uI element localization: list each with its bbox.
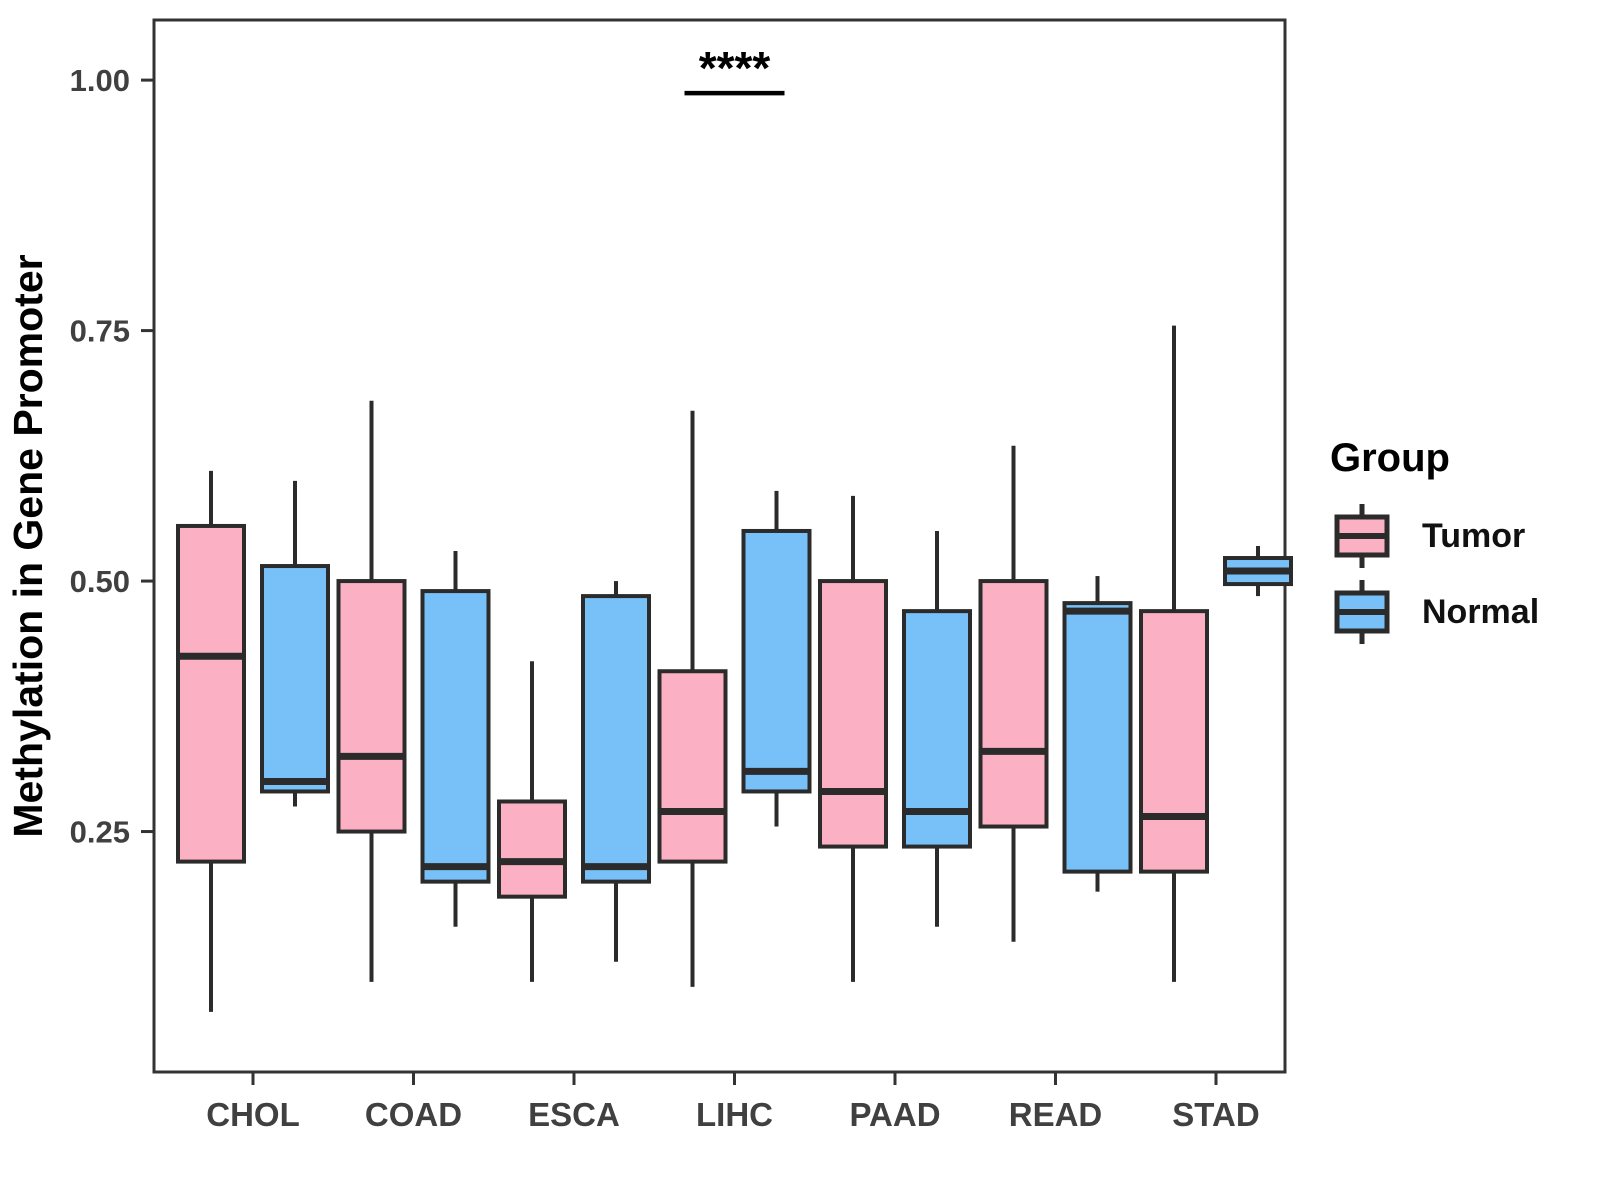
legend-item-label: Tumor [1422, 516, 1526, 555]
boxplot-stad-tumor [1139, 325, 1209, 982]
iqr-box [1139, 609, 1209, 874]
boxplot-esca-tumor [497, 661, 567, 982]
iqr-box [497, 799, 567, 899]
iqr-box [1062, 601, 1133, 874]
boxplot-chol-normal [260, 480, 330, 807]
legend-item-normal: Normal [1330, 579, 1539, 645]
iqr-box [176, 523, 246, 864]
boxplot-paad-tumor [818, 495, 888, 982]
x-tick-label: STAD [1172, 1096, 1259, 1133]
y-tick-label: 0.25 [70, 815, 130, 850]
normal-boxplot-key-icon [1334, 580, 1390, 644]
plot-panel-border [152, 18, 1287, 1074]
boxplot-lihc-tumor [657, 410, 728, 987]
x-tick-label: LIHC [696, 1096, 773, 1133]
x-tick-label: READ [1009, 1096, 1103, 1133]
x-tick-label: PAAD [849, 1096, 940, 1133]
iqr-box [741, 528, 812, 794]
iqr-box [336, 579, 407, 834]
iqr-box [657, 669, 728, 864]
boxplot-chol-tumor [176, 470, 246, 1012]
iqr-box [581, 594, 651, 884]
iqr-box [260, 564, 330, 794]
boxplot-stad-normal [1223, 546, 1293, 597]
tumor-boxplot-key-icon [1334, 504, 1390, 568]
boxplot-coad-tumor [336, 400, 407, 982]
legend-item-label: Normal [1422, 592, 1540, 631]
x-tick-label: COAD [365, 1096, 462, 1133]
boxplot-esca-normal [581, 581, 651, 962]
x-tick-label: ESCA [528, 1096, 620, 1133]
y-tick-label: 0.50 [70, 564, 130, 599]
y-tick-label: 1.00 [70, 63, 130, 98]
y-tick-label: 0.75 [70, 314, 130, 349]
boxplot-coad-normal [420, 551, 491, 927]
iqr-box [902, 609, 972, 849]
iqr-box [978, 579, 1049, 829]
legend-title: Group [1330, 436, 1450, 480]
boxplot-read-tumor [978, 445, 1049, 942]
x-tick-label: CHOL [206, 1096, 300, 1133]
iqr-box [818, 579, 888, 849]
boxplot-read-normal [1062, 576, 1133, 892]
boxplot-lihc-normal [741, 490, 812, 827]
significance-stars: **** [699, 42, 771, 94]
y-axis-title: Methylation in Gene Promoter [5, 254, 51, 837]
iqr-box [420, 589, 491, 884]
legend: Group Tumor Normal [1330, 436, 1539, 655]
boxplot-paad-normal [902, 530, 972, 927]
legend-item-tumor: Tumor [1330, 503, 1539, 569]
